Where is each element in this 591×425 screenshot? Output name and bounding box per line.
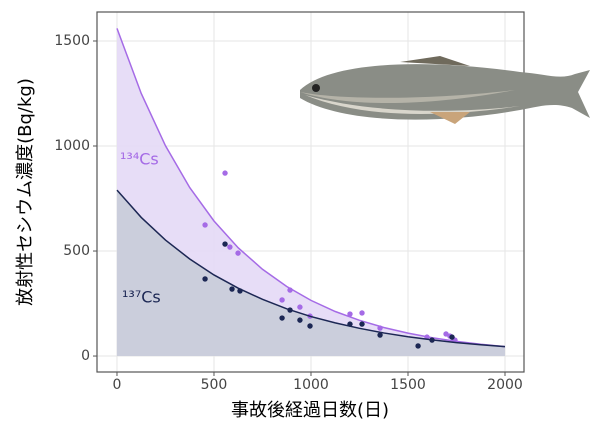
x-tick-label: 2000: [487, 377, 523, 393]
x-tick-label: 500: [201, 377, 228, 393]
point: [359, 321, 364, 326]
x-tick-label: 1500: [390, 377, 426, 393]
point: [279, 315, 284, 320]
point: [222, 241, 227, 246]
y-tick-label: 1000: [54, 138, 90, 154]
y-tick-label: 0: [81, 348, 90, 364]
series-label: ¹³⁷Cs: [122, 288, 161, 307]
point: [237, 288, 242, 293]
y-axis-title: 放射性セシウム濃度(Bq/kg): [15, 78, 36, 306]
point: [202, 222, 207, 227]
point: [297, 317, 302, 322]
x-tick-label: 1000: [293, 377, 329, 393]
point: [377, 325, 382, 330]
point: [377, 332, 382, 337]
x-axis-title: 事故後経過日数(日): [231, 400, 389, 421]
point: [297, 304, 302, 309]
point: [287, 287, 292, 292]
point: [307, 323, 312, 328]
series-label: ¹³⁴Cs: [120, 150, 159, 169]
point: [347, 311, 352, 316]
point: [429, 337, 434, 342]
chart: 事故後経過日数(日) 放射性セシウム濃度(Bq/kg) 0 500 1000 1500…: [0, 0, 591, 425]
point: [415, 343, 420, 348]
point: [359, 310, 364, 315]
point: [222, 170, 227, 175]
point: [202, 276, 207, 281]
y-tick-label: 1500: [54, 33, 90, 49]
point: [227, 244, 232, 249]
x-tick-label: 0: [113, 377, 122, 393]
point: [279, 297, 284, 302]
point: [287, 307, 292, 312]
y-tick-label: 500: [63, 243, 90, 259]
point: [235, 250, 240, 255]
point: [229, 286, 234, 291]
point: [449, 334, 454, 339]
point: [347, 321, 352, 326]
